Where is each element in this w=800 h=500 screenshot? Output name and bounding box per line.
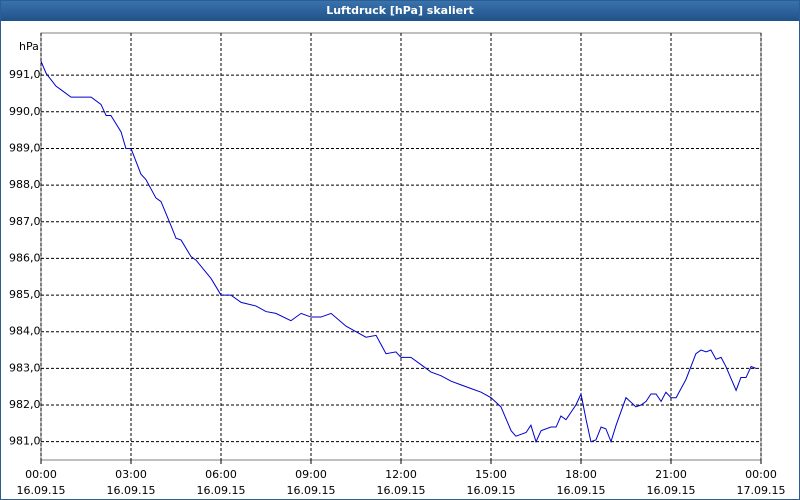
x-tick-sublabel: 16.09.15	[197, 484, 246, 497]
x-tick-label: 06:00	[205, 468, 237, 481]
y-tick-label: 986,0	[9, 251, 41, 264]
y-tick-label: 991,0	[9, 68, 41, 81]
x-tick-label: 00:00	[25, 468, 57, 481]
chart: hPa 981,0 982,0 983,0 984,0 985,0 986,0 987,0 9…	[9, 32, 786, 497]
y-axis-label: hPa	[19, 40, 39, 53]
x-tick-label: 18:00	[565, 468, 597, 481]
chart-title: Luftdruck [hPa] skaliert	[1, 1, 799, 21]
x-tick-sublabel: 16.09.15	[107, 484, 156, 497]
x-tick-label: 00:00	[745, 468, 777, 481]
x-tick-sublabel: 16.09.15	[377, 484, 426, 497]
y-tick-label: 983,0	[9, 361, 41, 374]
y-tick-label: 990,0	[9, 105, 41, 118]
y-tick-label: 982,0	[9, 398, 41, 411]
x-tick-sublabel: 16.09.15	[557, 484, 606, 497]
y-tick-label: 988,0	[9, 178, 41, 191]
x-tick-sublabel: 16.09.15	[287, 484, 336, 497]
x-tick-label: 12:00	[385, 468, 417, 481]
x-tick-sublabel: 16.09.15	[17, 484, 66, 497]
y-tick-label: 985,0	[9, 288, 41, 301]
x-tick-label: 15:00	[475, 468, 507, 481]
line-series	[40, 61, 757, 444]
x-tick-sublabel: 16.09.15	[647, 484, 696, 497]
x-tick-sublabel: 17.09.15	[737, 484, 786, 497]
y-tick-label: 984,0	[9, 325, 41, 338]
x-tick-label: 09:00	[295, 468, 327, 481]
x-tick-label: 03:00	[115, 468, 147, 481]
y-tick-label: 987,0	[9, 215, 41, 228]
y-tick-label: 981,0	[9, 435, 41, 448]
x-tick-label: 21:00	[655, 468, 687, 481]
y-tick-label: 989,0	[9, 141, 41, 154]
x-tick-sublabel: 16.09.15	[467, 484, 516, 497]
